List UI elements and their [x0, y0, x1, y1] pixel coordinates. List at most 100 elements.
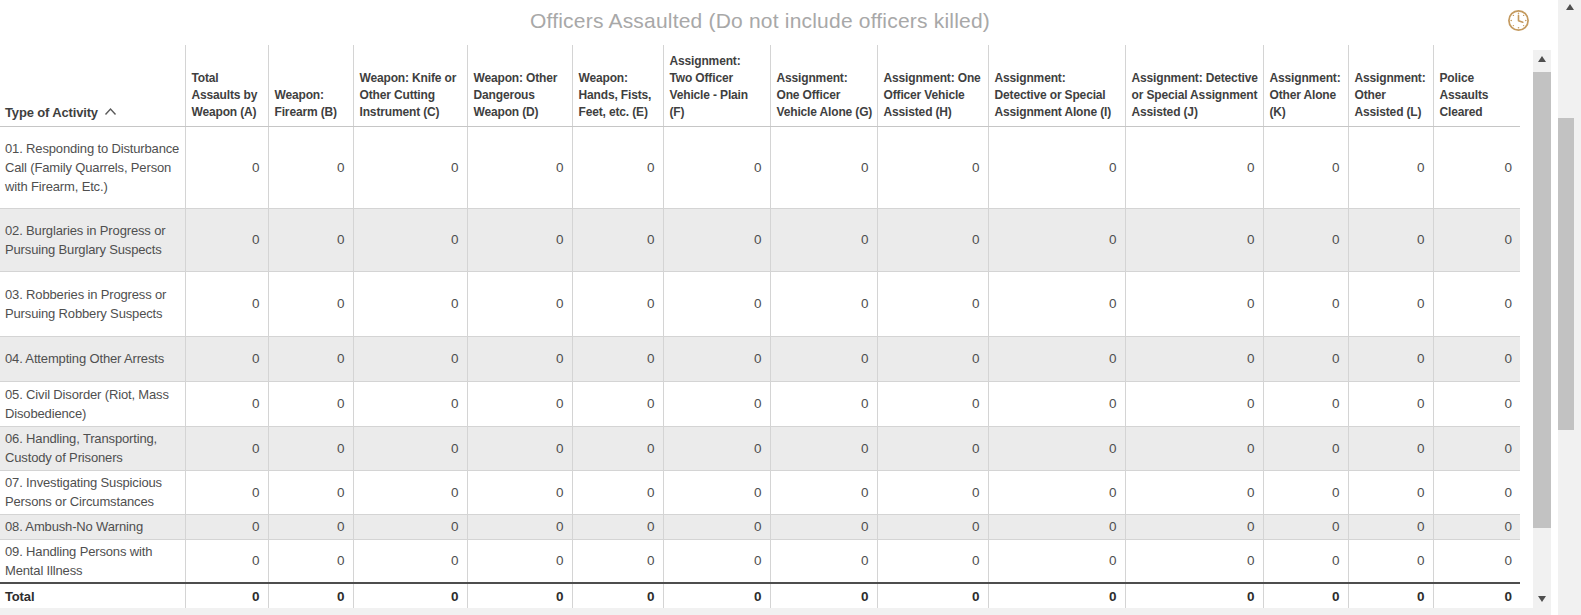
page-scroll-up-button[interactable] — [1558, 4, 1581, 10]
total-value-cell: 0 — [1125, 583, 1263, 610]
value-cell: 0 — [770, 381, 877, 426]
value-cell: 0 — [467, 470, 572, 514]
value-cell: 0 — [185, 336, 268, 381]
value-cell: 0 — [1348, 208, 1433, 271]
triangle-down-icon — [1538, 596, 1546, 602]
value-cell: 0 — [353, 426, 467, 470]
column-header-weapon-other-dangerous-d[interactable]: Weapon: Other Dangerous Weapon (D) — [467, 45, 572, 126]
value-cell: 0 — [663, 426, 770, 470]
value-cell: 0 — [572, 426, 663, 470]
column-header-assignment-one-officer-vehicle-assisted-h[interactable]: Assignment: One Officer Vehicle Assisted… — [877, 45, 988, 126]
value-cell: 0 — [353, 336, 467, 381]
column-header-assignment-one-officer-vehicle-alone-g[interactable]: Assignment: One Officer Vehicle Alone (G… — [770, 45, 877, 126]
value-cell: 0 — [353, 514, 467, 539]
table-vertical-scrollbar[interactable] — [1533, 50, 1551, 608]
value-cell: 0 — [663, 126, 770, 208]
column-header-assignment-detective-special-alone-i[interactable]: Assignment: Detective or Special Assignm… — [988, 45, 1125, 126]
column-header-assignment-other-assisted-l[interactable]: Assignment: Other Assisted (L) — [1348, 45, 1433, 126]
page-scrollbar-thumb[interactable] — [1558, 118, 1574, 430]
column-header-assignment-two-officer-vehicle-plain-f[interactable]: Assignment: Two Officer Vehicle - Plain … — [663, 45, 770, 126]
activity-cell: 08. Ambush-No Warning — [0, 514, 185, 539]
value-cell: 0 — [268, 539, 353, 583]
value-cell: 0 — [877, 208, 988, 271]
value-cell: 0 — [988, 126, 1125, 208]
value-cell: 0 — [185, 426, 268, 470]
value-cell: 0 — [1125, 381, 1263, 426]
value-cell: 0 — [1348, 426, 1433, 470]
value-cell: 0 — [1263, 539, 1348, 583]
total-value-cell: 0 — [663, 583, 770, 610]
value-cell: 0 — [770, 271, 877, 336]
column-header-police-assaults-cleared[interactable]: Police Assaults Cleared — [1433, 45, 1520, 126]
value-cell: 0 — [988, 470, 1125, 514]
value-cell: 0 — [185, 381, 268, 426]
total-value-cell: 0 — [877, 583, 988, 610]
value-cell: 0 — [988, 381, 1125, 426]
table-row: 05. Civil Disorder (Riot, Mass Disobedie… — [0, 381, 1520, 426]
value-cell: 0 — [1263, 381, 1348, 426]
value-cell: 0 — [1125, 426, 1263, 470]
column-header-total-assaults-by-weapon-a[interactable]: Total Assaults by Weapon (A) — [185, 45, 268, 126]
value-cell: 0 — [467, 208, 572, 271]
value-cell: 0 — [572, 208, 663, 271]
table-row: 01. Responding to Disturbance Call (Fami… — [0, 126, 1520, 208]
activity-cell: 09. Handling Persons with Mental Illness — [0, 539, 185, 583]
value-cell: 0 — [268, 271, 353, 336]
page-vertical-scrollbar[interactable] — [1558, 0, 1581, 615]
value-cell: 0 — [268, 381, 353, 426]
value-cell: 0 — [572, 470, 663, 514]
officers-assaulted-table: Type of Activity Total Assaults by Weapo… — [0, 45, 1520, 610]
column-header-assignment-detective-special-assisted-j[interactable]: Assignment: Detective or Special Assignm… — [1125, 45, 1263, 126]
table-scroll-up-button[interactable] — [1533, 56, 1551, 62]
value-cell: 0 — [877, 539, 988, 583]
clock-icon[interactable] — [1505, 7, 1532, 34]
total-value-cell: 0 — [467, 583, 572, 610]
value-cell: 0 — [988, 514, 1125, 539]
value-cell: 0 — [1263, 336, 1348, 381]
column-header-assignment-other-alone-k[interactable]: Assignment: Other Alone (K) — [1263, 45, 1348, 126]
value-cell: 0 — [1263, 470, 1348, 514]
value-cell: 0 — [572, 539, 663, 583]
value-cell: 0 — [1263, 514, 1348, 539]
column-header-weapon-firearm-b[interactable]: Weapon: Firearm (B) — [268, 45, 353, 126]
value-cell: 0 — [1348, 271, 1433, 336]
column-header-weapon-knife-or-cutting-c[interactable]: Weapon: Knife or Other Cutting Instrumen… — [353, 45, 467, 126]
total-row: Total0000000000000 — [0, 583, 1520, 610]
total-value-cell: 0 — [1263, 583, 1348, 610]
value-cell: 0 — [268, 426, 353, 470]
column-header-type-of-activity[interactable]: Type of Activity — [0, 45, 185, 126]
value-cell: 0 — [353, 271, 467, 336]
total-label-cell: Total — [0, 583, 185, 610]
column-header-weapon-hands-fists-feet-e[interactable]: Weapon: Hands, Fists, Feet, etc. (E) — [572, 45, 663, 126]
value-cell: 0 — [185, 126, 268, 208]
value-cell: 0 — [770, 539, 877, 583]
value-cell: 0 — [353, 208, 467, 271]
table-scrollbar-thumb[interactable] — [1533, 72, 1551, 528]
value-cell: 0 — [1348, 539, 1433, 583]
value-cell: 0 — [663, 514, 770, 539]
value-cell: 0 — [988, 539, 1125, 583]
activity-cell: 05. Civil Disorder (Riot, Mass Disobedie… — [0, 381, 185, 426]
value-cell: 0 — [268, 126, 353, 208]
table-header-row: Type of Activity Total Assaults by Weapo… — [0, 45, 1520, 126]
total-value-cell: 0 — [572, 583, 663, 610]
value-cell: 0 — [1433, 539, 1520, 583]
value-cell: 0 — [1348, 126, 1433, 208]
value-cell: 0 — [353, 381, 467, 426]
triangle-up-icon — [1538, 56, 1546, 62]
value-cell: 0 — [1433, 271, 1520, 336]
horizontal-scrollbar-track[interactable] — [0, 608, 1551, 615]
value-cell: 0 — [185, 539, 268, 583]
value-cell: 0 — [663, 381, 770, 426]
value-cell: 0 — [1348, 514, 1433, 539]
value-cell: 0 — [1263, 271, 1348, 336]
value-cell: 0 — [1348, 470, 1433, 514]
value-cell: 0 — [770, 470, 877, 514]
value-cell: 0 — [185, 470, 268, 514]
activity-cell: 06. Handling, Transporting, Custody of P… — [0, 426, 185, 470]
value-cell: 0 — [268, 336, 353, 381]
total-value-cell: 0 — [1348, 583, 1433, 610]
value-cell: 0 — [877, 470, 988, 514]
value-cell: 0 — [877, 514, 988, 539]
table-scroll-down-button[interactable] — [1533, 596, 1551, 602]
